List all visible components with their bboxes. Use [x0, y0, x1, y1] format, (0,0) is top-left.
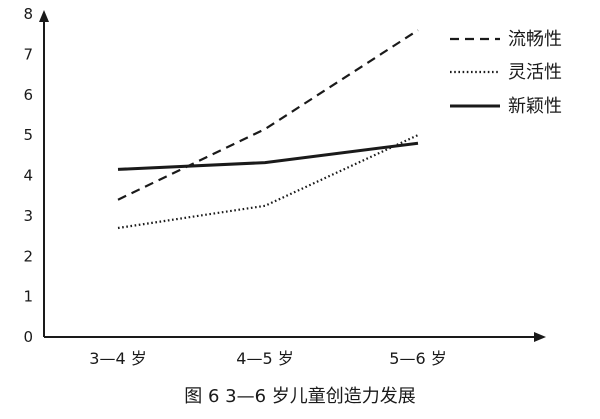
x-tick-label: 4—5 岁: [236, 349, 293, 368]
x-tick-label: 3—4 岁: [89, 349, 146, 368]
series-line-3: [117, 141, 419, 171]
y-tick-label: 1: [23, 288, 33, 306]
legend-label-2: 灵活性: [508, 62, 562, 83]
legend-label-1: 流畅性: [508, 29, 562, 50]
y-tick-label: 8: [23, 5, 33, 23]
y-axis-arrow: [39, 10, 49, 22]
x-tick-label: 5—6 岁: [389, 349, 446, 368]
legend-label-3: 新颖性: [508, 96, 562, 117]
y-tick-label: 2: [23, 247, 33, 265]
series-lines: [117, 29, 419, 230]
y-tick-label: 4: [23, 167, 33, 185]
x-axis-arrow: [534, 332, 546, 342]
y-tick-label: 7: [23, 45, 33, 63]
y-tick-label: 6: [23, 86, 33, 104]
figure-caption: 图 6 3—6 岁儿童创造力发展: [184, 386, 416, 407]
y-tick-label: 5: [23, 126, 33, 144]
y-tick-label: 3: [23, 207, 33, 225]
series-line-2: [117, 134, 419, 230]
axes: 0 1 2 3 4 5 6 7 8 3—4 岁 4—5 岁 5—6 岁: [23, 5, 546, 368]
series-line-1: [117, 29, 419, 201]
y-tick-label: 0: [23, 328, 33, 346]
